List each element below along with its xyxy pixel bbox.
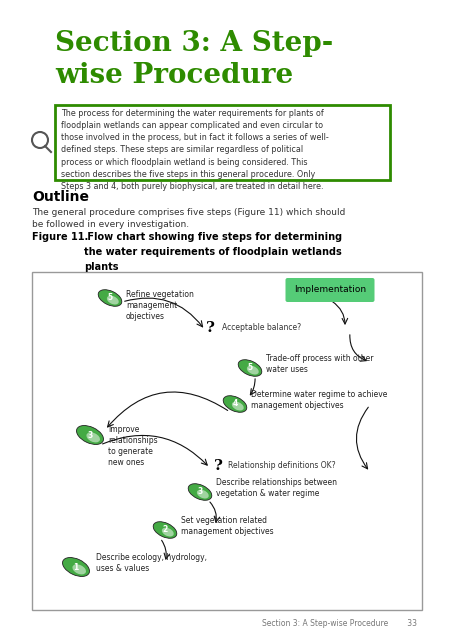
Ellipse shape [76, 426, 103, 444]
Ellipse shape [238, 360, 261, 376]
Ellipse shape [197, 490, 208, 499]
Ellipse shape [231, 402, 243, 410]
Text: 5: 5 [247, 364, 252, 372]
Text: 3: 3 [197, 488, 202, 497]
Text: Improve
relationships
to generate
new ones: Improve relationships to generate new on… [108, 425, 157, 467]
Text: Trade-off process with other
water uses: Trade-off process with other water uses [265, 354, 373, 374]
Text: 2: 2 [162, 525, 167, 534]
Text: Acceptable balance?: Acceptable balance? [221, 323, 300, 333]
Ellipse shape [106, 296, 119, 305]
Text: Section 3: A Step-: Section 3: A Step- [55, 30, 332, 57]
Text: the water requirements of floodplain wetlands: the water requirements of floodplain wet… [84, 247, 341, 257]
Text: 4: 4 [232, 399, 237, 408]
Ellipse shape [246, 365, 258, 374]
Text: Refine vegetation
management
objectives: Refine vegetation management objectives [126, 290, 193, 321]
Text: Flow chart showing five steps for determining: Flow chart showing five steps for determ… [84, 232, 341, 242]
Text: Describe relationships between
vegetation & water regime: Describe relationships between vegetatio… [216, 478, 336, 498]
Text: 3: 3 [87, 431, 92, 440]
Text: Implementation: Implementation [293, 285, 365, 294]
Text: The process for determining the water requirements for plants of
floodplain wetl: The process for determining the water re… [61, 109, 328, 191]
Ellipse shape [161, 528, 173, 536]
Text: Section 3: A Step-wise Procedure        33: Section 3: A Step-wise Procedure 33 [262, 619, 417, 628]
Text: Describe ecology, hydrology,
uses & values: Describe ecology, hydrology, uses & valu… [96, 553, 207, 573]
FancyBboxPatch shape [55, 105, 389, 180]
Text: 1: 1 [73, 563, 78, 572]
Text: Determine water regime to achieve
management objectives: Determine water regime to achieve manage… [250, 390, 387, 410]
Ellipse shape [72, 564, 86, 575]
Text: Relationship definitions OK?: Relationship definitions OK? [227, 461, 335, 470]
Text: Figure 11.: Figure 11. [32, 232, 88, 242]
Text: Set vegetation related
management objectives: Set vegetation related management object… [180, 516, 273, 536]
FancyBboxPatch shape [285, 278, 374, 302]
Text: wise Procedure: wise Procedure [55, 62, 293, 89]
Text: plants: plants [84, 262, 118, 272]
Text: ?: ? [213, 459, 222, 473]
Ellipse shape [86, 433, 100, 442]
Ellipse shape [223, 396, 246, 412]
Ellipse shape [98, 290, 121, 307]
Ellipse shape [188, 484, 212, 500]
FancyBboxPatch shape [32, 272, 421, 610]
Text: Outline: Outline [32, 190, 89, 204]
Ellipse shape [153, 522, 176, 538]
Text: 5: 5 [107, 294, 112, 303]
Text: The general procedure comprises five steps (Figure 11) which should
be followed : The general procedure comprises five ste… [32, 208, 345, 228]
Text: ?: ? [205, 321, 214, 335]
Ellipse shape [62, 557, 89, 577]
